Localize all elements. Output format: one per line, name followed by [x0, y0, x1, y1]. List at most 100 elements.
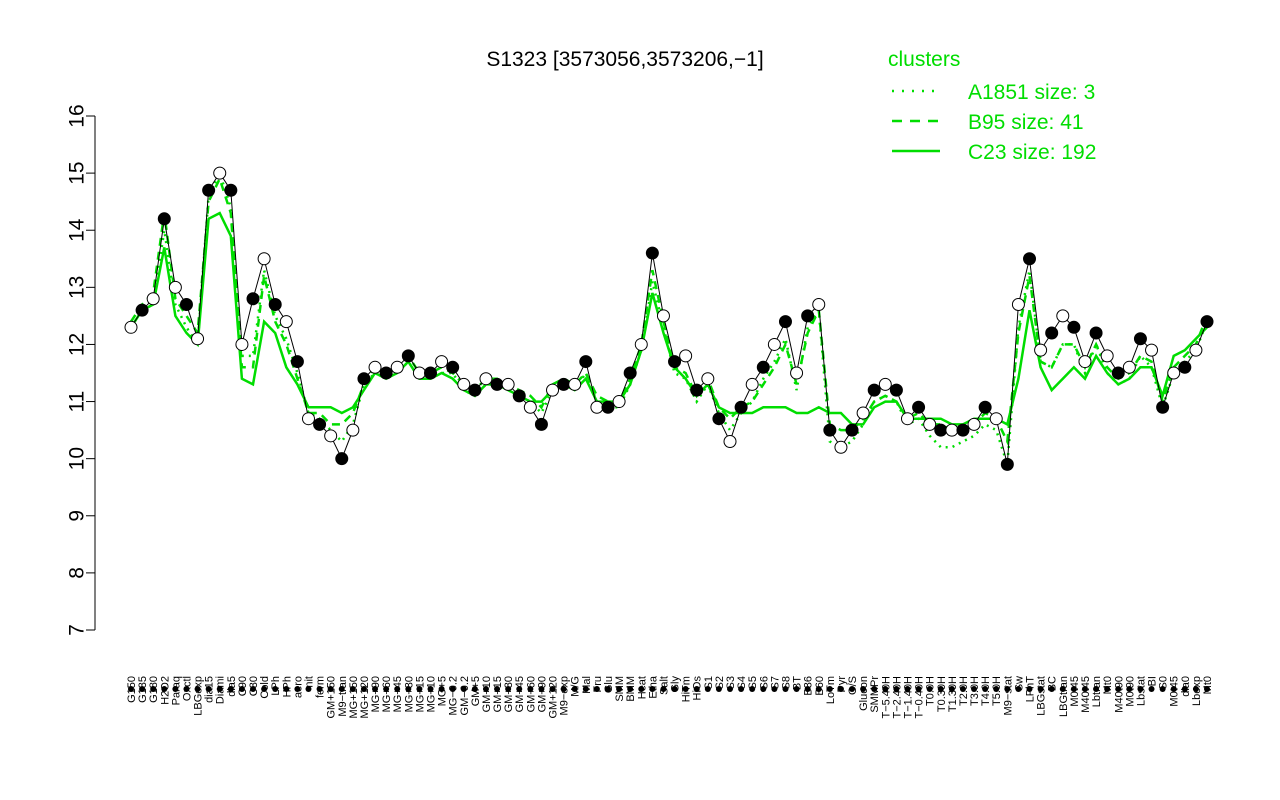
data-point: [801, 309, 815, 323]
x-tick-marker: [394, 686, 401, 692]
x-tick-marker: [1181, 686, 1188, 692]
data-point: [967, 417, 981, 431]
x-tick-label: G135: [137, 676, 149, 703]
x-tick-label: Oxctl: [181, 676, 193, 701]
legend-label: A1851 size: 3: [968, 81, 1095, 104]
x-tick-label: T2.0H: [958, 676, 970, 706]
x-tick-marker: [294, 686, 301, 692]
x-tick-label: MG−0.2: [448, 676, 460, 715]
data-point: [723, 435, 737, 449]
data-point: [257, 252, 271, 266]
x-tick-label: HiOs: [692, 676, 704, 701]
data-point: [268, 297, 282, 311]
x-tick-label: T−5.40H: [880, 676, 892, 719]
x-tick-marker: [948, 686, 955, 692]
data-point: [823, 423, 837, 437]
x-tick-label: Lbtran: [1091, 676, 1103, 707]
data-point: [878, 377, 892, 391]
x-tick-label: C90: [237, 676, 249, 696]
x-tick-label: dia15: [204, 676, 216, 703]
data-point: [468, 383, 482, 397]
x-tick-label: nit: [303, 676, 315, 688]
data-point: [778, 315, 792, 329]
x-tick-label: Mal: [581, 676, 593, 694]
data-point: [1122, 360, 1136, 374]
x-tick-marker: [815, 686, 822, 692]
x-tick-label: S5: [747, 676, 759, 689]
y-tick-label: 16: [66, 104, 89, 127]
x-tick-marker: [782, 686, 789, 692]
data-point: [335, 452, 349, 466]
x-tick-marker: [749, 686, 756, 692]
x-tick-label: T4.0H: [980, 676, 992, 706]
x-tick-marker: [1159, 686, 1166, 692]
data-point: [424, 366, 438, 380]
x-tick-marker: [494, 686, 501, 692]
data-point: [479, 372, 493, 386]
data-point: [989, 412, 1003, 426]
data-point: [1056, 309, 1070, 323]
x-tick-marker: [1081, 686, 1088, 692]
x-tick-label: MG+45: [392, 676, 404, 712]
data-point: [368, 360, 382, 374]
y-tick-label: 13: [66, 276, 89, 299]
data-point: [135, 303, 149, 317]
x-tick-label: BI: [1147, 676, 1159, 686]
x-tick-marker: [272, 686, 279, 692]
y-tick-label: 11: [66, 391, 89, 413]
x-tick-marker: [416, 686, 423, 692]
x-tick-marker: [205, 686, 212, 692]
data-point: [1133, 332, 1147, 346]
x-tick-marker: [982, 686, 989, 692]
x-tick-marker: [438, 686, 445, 692]
x-tick-label: Glucon: [858, 676, 870, 711]
data-point: [1034, 343, 1048, 357]
x-tick-label: GM+45: [514, 676, 526, 712]
x-tick-marker: [793, 686, 800, 692]
x-tick-label: dia5: [226, 676, 238, 697]
x-tick-label: GM−0.2: [459, 676, 471, 715]
data-point: [490, 377, 504, 391]
y-tick-label: 14: [66, 218, 89, 242]
data-point: [235, 337, 249, 351]
data-point: [401, 349, 415, 363]
x-tick-label: ferm: [315, 676, 327, 698]
plot-area: [124, 166, 1214, 471]
x-tick-marker: [1137, 686, 1144, 692]
x-tick-marker: [571, 686, 578, 692]
data-point: [512, 389, 526, 403]
x-tick-marker: [1093, 686, 1100, 692]
data-point: [568, 377, 582, 391]
data-point: [845, 423, 859, 437]
x-tick-label: T1.30H: [947, 676, 959, 712]
x-tick-label: T5.0H: [991, 676, 1003, 706]
x-tick-marker: [560, 686, 567, 692]
x-tick-label: HPh: [281, 676, 293, 697]
data-point: [712, 412, 726, 426]
x-tick-marker: [837, 686, 844, 692]
x-tick-label: T0.0H: [925, 676, 937, 706]
x-tick-label: LPhT: [1025, 676, 1037, 703]
data-point: [546, 383, 560, 397]
data-point: [623, 366, 637, 380]
y-tick-label: 10: [66, 447, 89, 470]
x-tick-label: MG+90: [370, 676, 382, 712]
x-tick-marker: [1026, 686, 1033, 692]
data-point: [1178, 360, 1192, 374]
x-tick-label: dia0: [1180, 676, 1192, 697]
x-tick-marker: [549, 686, 556, 692]
x-tick-marker: [959, 686, 966, 692]
x-tick-marker: [305, 686, 312, 692]
data-point: [557, 377, 571, 391]
data-point: [313, 417, 327, 431]
x-tick-marker: [993, 686, 1000, 692]
data-point: [1167, 366, 1181, 380]
x-tick-label: Fru: [592, 676, 604, 693]
x-tick-marker: [183, 686, 190, 692]
x-tick-label: G150: [126, 676, 138, 703]
data-point: [157, 212, 171, 226]
legend-title: clusters: [888, 48, 960, 71]
x-tick-label: Glu: [603, 676, 615, 693]
x-tick-marker: [316, 686, 323, 692]
